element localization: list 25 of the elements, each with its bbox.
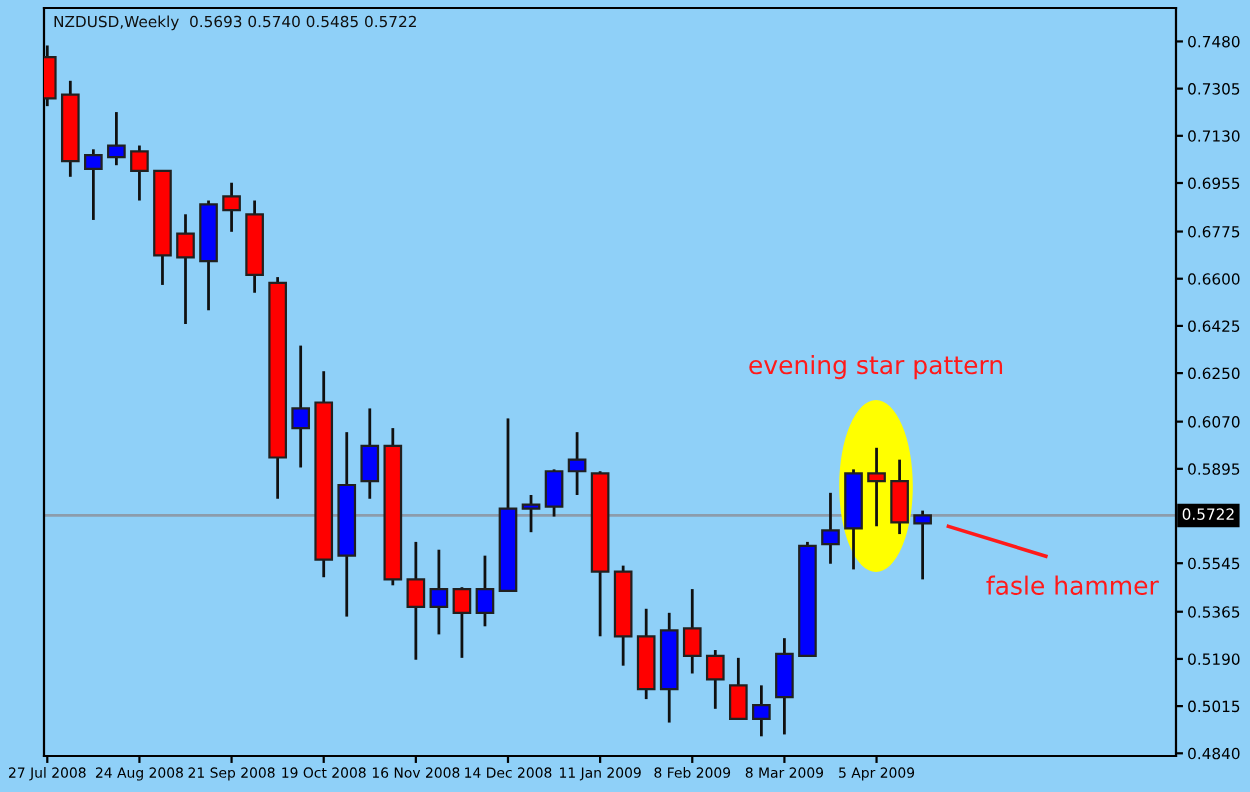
candlestick bbox=[222, 181, 241, 234]
candlestick bbox=[682, 587, 702, 675]
candlestick bbox=[567, 430, 587, 497]
candlestick bbox=[890, 458, 909, 536]
candlestick bbox=[107, 110, 126, 167]
annotation: evening star pattern bbox=[749, 354, 1003, 380]
candlestick bbox=[752, 683, 771, 738]
annotation: fasle hammer bbox=[986, 575, 1159, 595]
candlestick bbox=[867, 446, 886, 528]
candlestick bbox=[291, 344, 311, 469]
candlestick bbox=[84, 147, 103, 222]
candlestick bbox=[913, 509, 932, 581]
candlestick bbox=[452, 585, 472, 660]
candlestick bbox=[775, 636, 794, 736]
candlestick bbox=[475, 554, 495, 628]
candlestick bbox=[705, 648, 725, 711]
candlestick bbox=[360, 407, 380, 501]
candlestick bbox=[130, 144, 149, 202]
candlestick bbox=[821, 491, 840, 566]
candlestick bbox=[429, 548, 449, 636]
candlestick bbox=[176, 212, 195, 326]
candlestick bbox=[521, 493, 541, 534]
candlestick bbox=[544, 467, 564, 518]
candlestick bbox=[729, 656, 748, 721]
candlestick bbox=[406, 540, 426, 662]
